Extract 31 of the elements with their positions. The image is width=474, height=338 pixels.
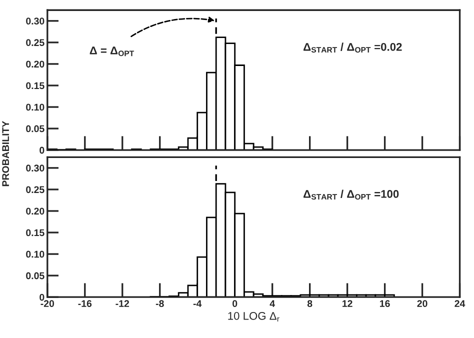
y-tick-label: 0.10: [26, 104, 44, 111]
x-axis-title: 10 LOG Δ$_{r}$: [228, 312, 280, 322]
y-tick-label: 0.30: [26, 164, 44, 172]
x-tick-label: -16: [78, 300, 92, 308]
y-tick-label: 0.05: [26, 272, 44, 280]
x-tick-label: 0: [232, 300, 238, 308]
x-tick-label: -20: [40, 300, 54, 308]
y-tick-label: 0.20: [26, 208, 44, 215]
y-tick-label: 0.15: [26, 229, 44, 236]
x-tick-label: 12: [342, 300, 352, 307]
annotation: Δ$_{START}$ / Δ$_{OPT}$ =0.02: [304, 42, 402, 53]
y-tick-label: 0: [40, 146, 44, 154]
y-tick-label: 0.05: [26, 125, 44, 132]
x-tick-label: -4: [193, 300, 202, 307]
y-tick-label: 0.25: [26, 186, 44, 194]
y-tick-label: 0: [40, 294, 44, 301]
x-tick-label: 24: [454, 300, 466, 307]
y-tick-label: 0.20: [26, 60, 44, 68]
y-tick-label: 0.10: [26, 250, 44, 258]
x-tick-label: -8: [156, 300, 164, 308]
x-tick-label: 16: [380, 300, 390, 308]
y-tick-label: 0.30: [26, 18, 44, 25]
x-tick-label: 20: [417, 300, 428, 308]
y-tick-label: 0.15: [26, 82, 44, 90]
x-tick-label: 4: [270, 300, 275, 307]
y-tick-label: 0.25: [26, 39, 44, 46]
y-axis-title: PROBABILITY: [2, 121, 10, 186]
x-tick-label: -12: [116, 300, 130, 307]
annotation: Δ$_{START}$ / Δ$_{OPT}$ =100: [304, 190, 399, 200]
annotation: Δ = Δ$_{OPT}$: [90, 46, 134, 56]
x-tick-label: 8: [307, 300, 312, 308]
